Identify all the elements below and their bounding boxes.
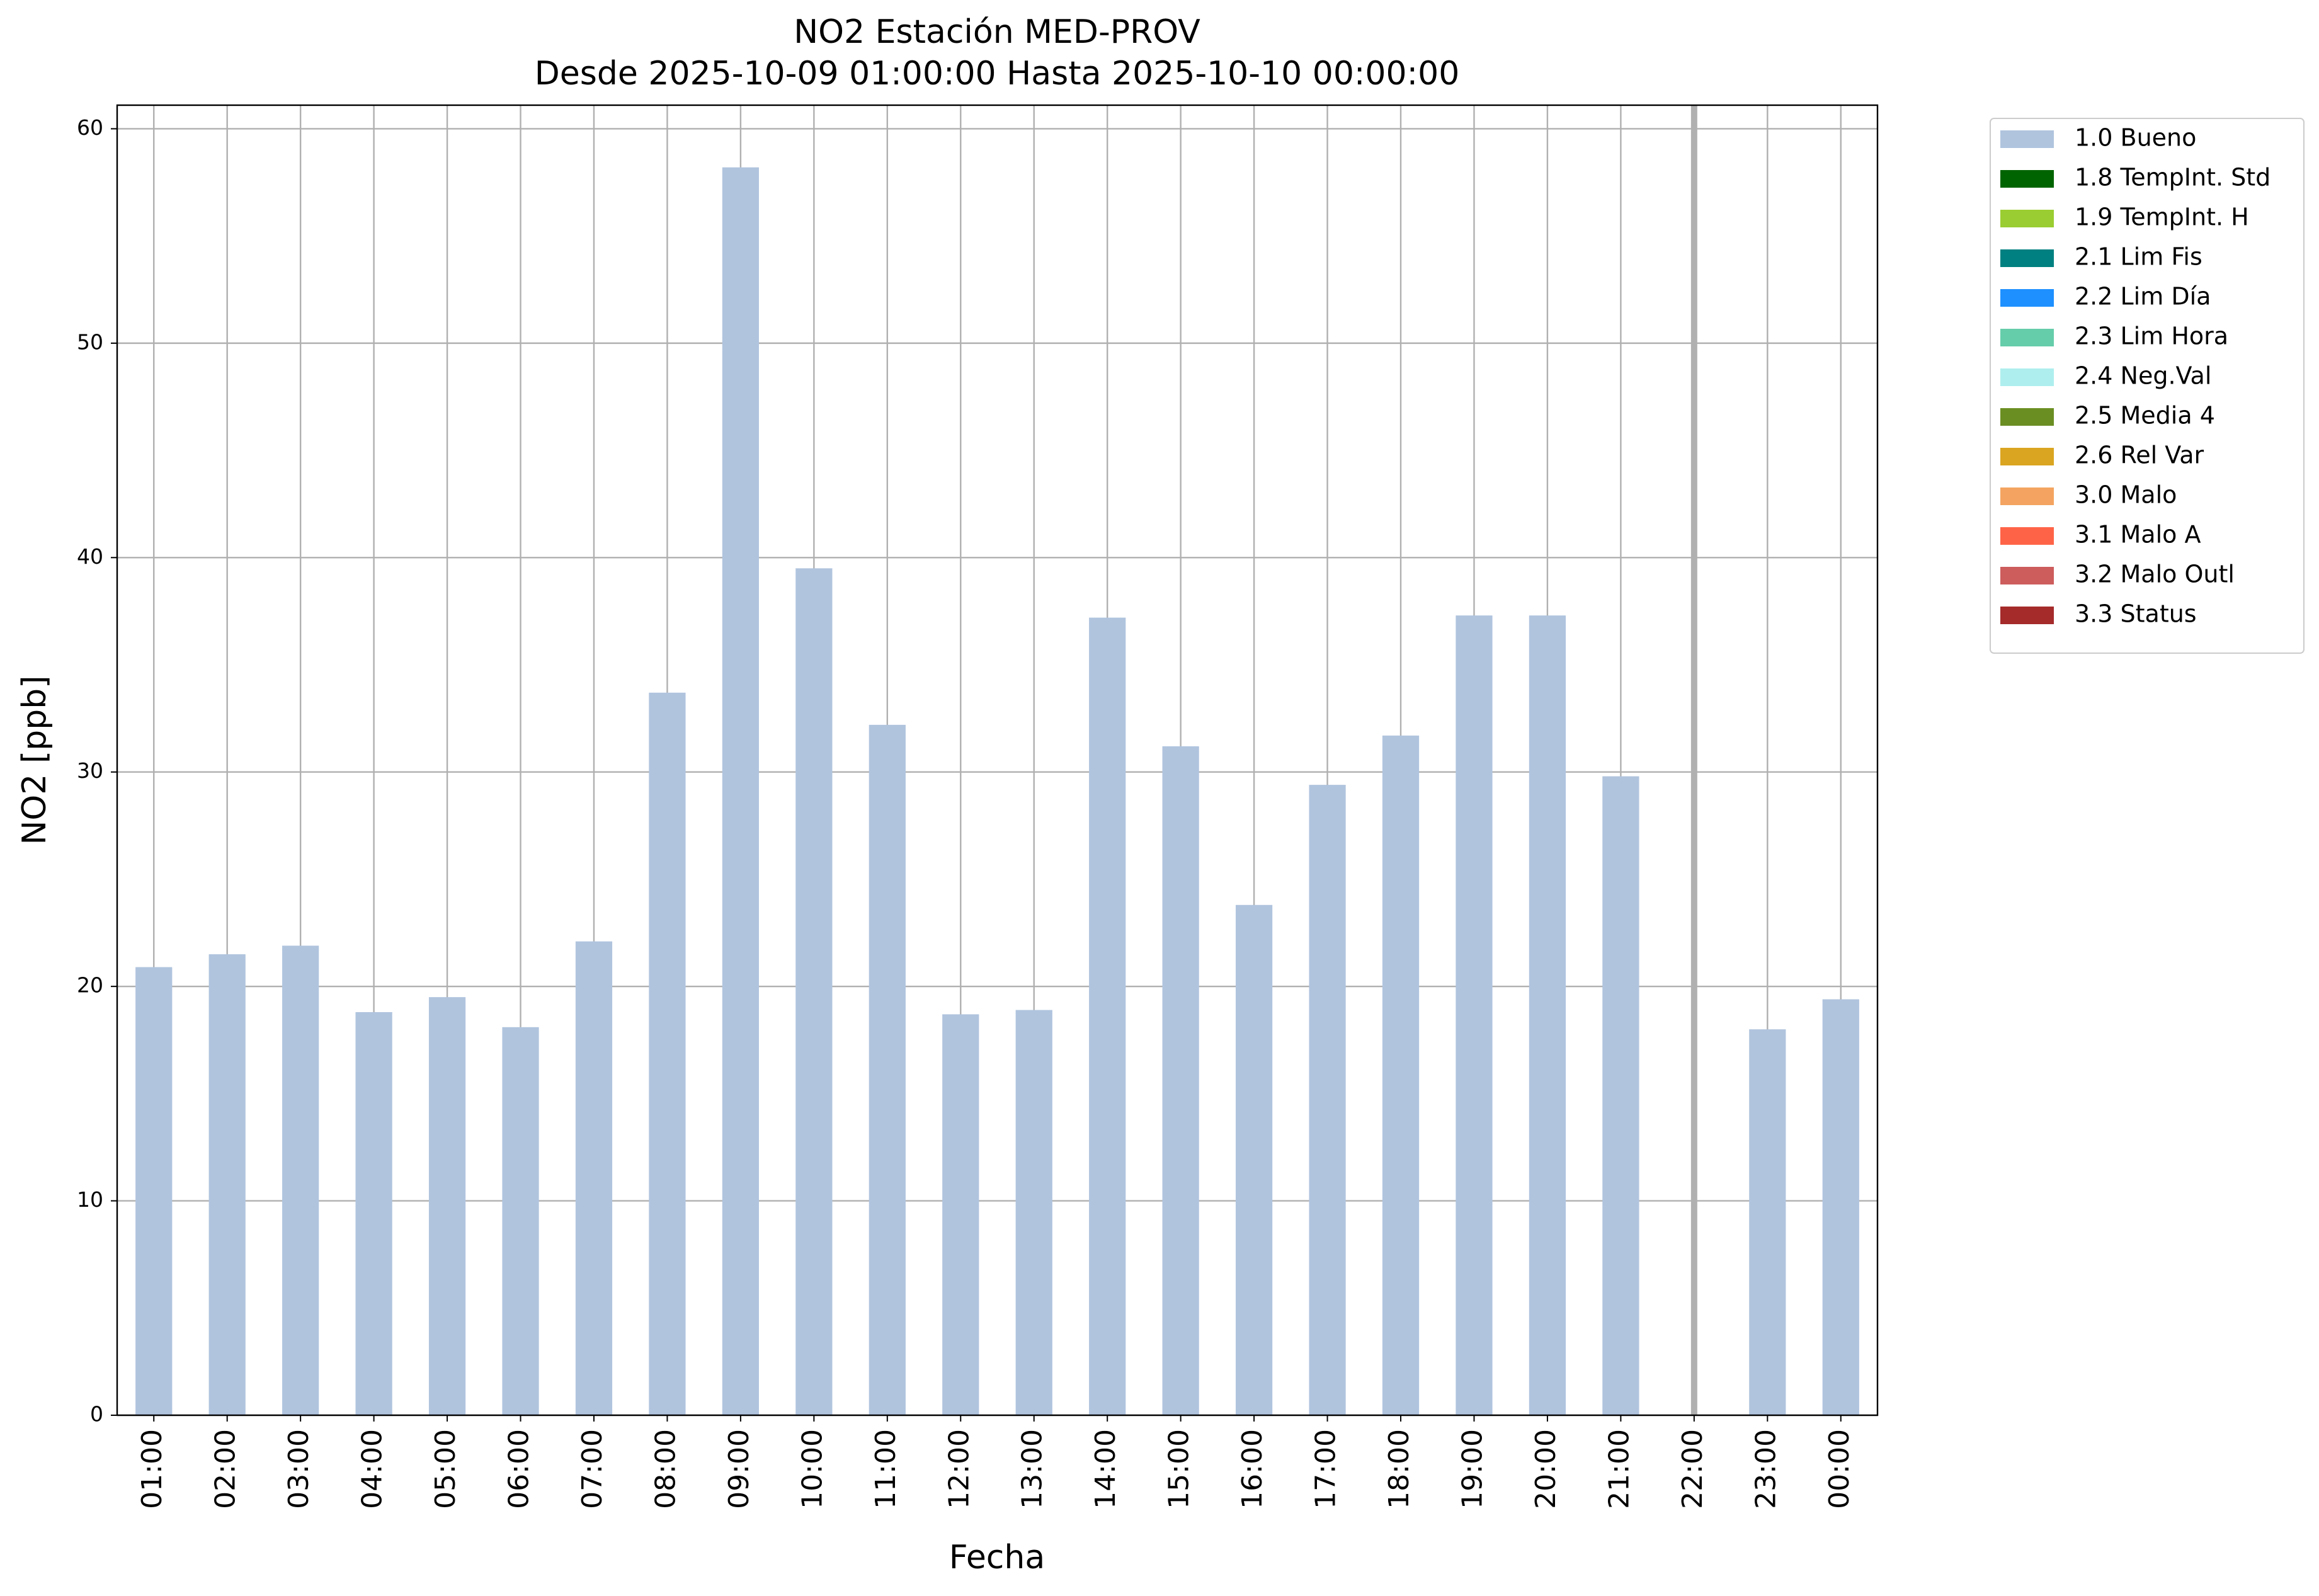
x-tick-label: 08:00 [649, 1429, 681, 1509]
legend-label: 3.1 Malo A [2075, 521, 2201, 549]
x-tick-label: 11:00 [870, 1429, 902, 1509]
x-tick-label: 07:00 [576, 1429, 608, 1509]
legend-swatch [2000, 487, 2054, 505]
legend-swatch [2000, 567, 2054, 584]
legend-swatch [2000, 368, 2054, 386]
bar [428, 997, 466, 1415]
x-axis-label: Fecha [949, 1539, 1045, 1576]
x-tick-label: 14:00 [1090, 1429, 1122, 1509]
bar [1382, 735, 1420, 1415]
x-tick-label: 22:00 [1677, 1429, 1709, 1509]
legend-label: 2.4 Neg.Val [2075, 362, 2211, 390]
x-tick-label: 04:00 [356, 1429, 389, 1509]
chart-title: NO2 Estación MED-PROV [794, 13, 1200, 51]
bar [1162, 746, 1199, 1415]
legend-swatch [2000, 448, 2054, 465]
x-tick-label: 21:00 [1603, 1429, 1635, 1509]
bar [1015, 1010, 1052, 1415]
legend-label: 3.0 Malo [2075, 481, 2177, 509]
legend-label: 2.5 Media 4 [2075, 402, 2215, 430]
x-tick-label: 13:00 [1017, 1429, 1049, 1509]
x-tick-label: 20:00 [1530, 1429, 1562, 1509]
legend-box [1990, 118, 2305, 654]
x-tick-label: 23:00 [1750, 1429, 1782, 1509]
bar [1822, 999, 1859, 1415]
x-tick-label: 00:00 [1823, 1429, 1855, 1509]
chart-subtitle: Desde 2025-10-09 01:00:00 Hasta 2025-10-… [535, 55, 1460, 93]
legend-label: 1.0 Bueno [2075, 124, 2196, 152]
x-tick-label: 09:00 [723, 1429, 755, 1509]
y-tick-label: 0 [90, 1402, 103, 1427]
bar [502, 1027, 539, 1415]
plot-frame [116, 104, 1879, 1416]
x-tick-label: 19:00 [1456, 1429, 1488, 1509]
y-tick-label: 10 [77, 1187, 103, 1212]
y-tick-label: 50 [77, 329, 103, 354]
x-tick-label: 03:00 [283, 1429, 315, 1509]
legend-swatch [2000, 249, 2054, 267]
legend-swatch [2000, 329, 2054, 346]
bar [355, 1012, 392, 1415]
bar [1235, 904, 1273, 1415]
bar [208, 954, 246, 1415]
x-tick-label: 16:00 [1236, 1429, 1268, 1509]
x-tick-label: 12:00 [943, 1429, 975, 1509]
bar [795, 568, 833, 1416]
bar [1456, 615, 1493, 1415]
legend-label: 2.3 Lim Hora [2075, 322, 2228, 350]
x-tick-label: 15:00 [1163, 1429, 1195, 1509]
x-tick-label: 02:00 [210, 1429, 242, 1509]
legend-swatch [2000, 210, 2054, 227]
y-tick-label: 60 [77, 115, 103, 140]
bar [1749, 1029, 1786, 1415]
legend-label: 2.6 Rel Var [2075, 442, 2204, 469]
legend-label: 1.8 TempInt. Std [2075, 164, 2271, 191]
legend-label: 3.3 Status [2075, 600, 2197, 628]
bar [722, 167, 760, 1416]
x-tick-label: 17:00 [1310, 1429, 1342, 1509]
y-tick-label: 20 [77, 973, 103, 998]
bar [1529, 615, 1566, 1415]
legend-label: 1.9 TempInt. H [2075, 203, 2249, 231]
bar [869, 724, 906, 1415]
bar [1602, 776, 1639, 1415]
bar [1309, 785, 1346, 1415]
legend-label: 2.2 Lim Día [2075, 283, 2211, 311]
bar [575, 941, 613, 1415]
x-tick-label: 06:00 [503, 1429, 535, 1509]
y-axis-label: NO2 [ppb] [16, 675, 54, 845]
bar [282, 945, 319, 1415]
bar [135, 967, 173, 1415]
legend-swatch [2000, 408, 2054, 426]
x-tick-label: 10:00 [796, 1429, 828, 1509]
bar [1089, 617, 1126, 1416]
bar [942, 1014, 979, 1415]
x-tick-label: 01:00 [136, 1429, 168, 1509]
y-tick-label: 30 [77, 758, 103, 783]
legend-swatch [2000, 170, 2054, 188]
legend-swatch [2000, 130, 2054, 148]
legend-label: 2.1 Lim Fis [2075, 243, 2202, 271]
y-tick-label: 40 [77, 544, 103, 569]
x-tick-label: 18:00 [1383, 1429, 1415, 1509]
legend-label: 3.2 Malo Outl [2075, 561, 2235, 588]
legend-swatch [2000, 527, 2054, 545]
x-tick-label: 05:00 [430, 1429, 462, 1509]
legend-swatch [2000, 607, 2054, 624]
legend-swatch [2000, 289, 2054, 307]
bar [649, 692, 686, 1415]
